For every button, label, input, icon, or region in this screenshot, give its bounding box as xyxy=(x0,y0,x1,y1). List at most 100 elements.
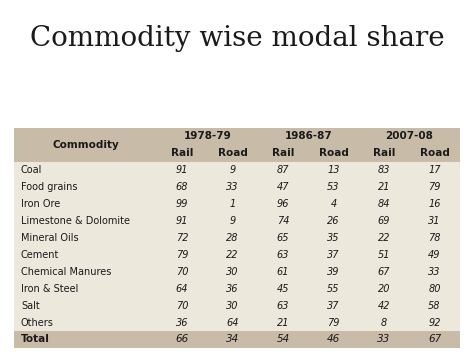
Text: Road: Road xyxy=(419,148,449,158)
Bar xyxy=(258,162,308,179)
Text: Chemical Manures: Chemical Manures xyxy=(21,267,111,277)
Text: 30: 30 xyxy=(226,267,239,277)
Bar xyxy=(207,212,258,229)
Bar xyxy=(207,331,258,348)
Text: 91: 91 xyxy=(176,165,188,175)
Text: Salt: Salt xyxy=(21,301,40,311)
Text: 99: 99 xyxy=(176,199,188,209)
Text: 13: 13 xyxy=(327,165,340,175)
Bar xyxy=(359,246,409,263)
Bar xyxy=(157,314,207,331)
Text: 79: 79 xyxy=(428,182,441,192)
Text: 84: 84 xyxy=(378,199,390,209)
Text: 42: 42 xyxy=(378,301,390,311)
Bar xyxy=(207,229,258,246)
Bar xyxy=(157,162,207,179)
Bar xyxy=(359,229,409,246)
Bar xyxy=(359,263,409,280)
Bar xyxy=(308,212,359,229)
Text: 61: 61 xyxy=(277,267,289,277)
Text: 49: 49 xyxy=(428,250,441,260)
Bar xyxy=(157,212,207,229)
Text: 74: 74 xyxy=(277,216,289,226)
Bar xyxy=(14,331,157,348)
Text: 26: 26 xyxy=(327,216,340,226)
Bar xyxy=(308,196,359,212)
Bar xyxy=(258,297,308,314)
Bar xyxy=(207,314,258,331)
Bar xyxy=(258,331,308,348)
Bar xyxy=(258,263,308,280)
Bar xyxy=(14,128,157,162)
Bar xyxy=(409,229,460,246)
Bar xyxy=(14,179,157,196)
Bar xyxy=(258,179,308,196)
Text: 66: 66 xyxy=(175,334,189,344)
Bar xyxy=(14,229,157,246)
Text: 1978-79: 1978-79 xyxy=(183,131,231,141)
Text: Rail: Rail xyxy=(373,148,395,158)
Text: 8: 8 xyxy=(381,317,387,328)
Text: Limestone & Dolomite: Limestone & Dolomite xyxy=(21,216,130,226)
Text: 67: 67 xyxy=(378,267,390,277)
Bar xyxy=(157,297,207,314)
Bar xyxy=(359,128,460,145)
Text: 37: 37 xyxy=(327,250,340,260)
Bar xyxy=(207,145,258,162)
Bar xyxy=(14,314,157,331)
Text: 79: 79 xyxy=(327,317,340,328)
Bar xyxy=(308,314,359,331)
Bar xyxy=(409,212,460,229)
Text: 37: 37 xyxy=(327,301,340,311)
Text: 9: 9 xyxy=(229,216,236,226)
Bar xyxy=(409,331,460,348)
Text: 55: 55 xyxy=(327,284,340,294)
Text: 30: 30 xyxy=(226,301,239,311)
Text: 34: 34 xyxy=(226,334,239,344)
Bar xyxy=(14,246,157,263)
Bar xyxy=(14,212,157,229)
Bar xyxy=(308,263,359,280)
Bar xyxy=(14,263,157,280)
Text: 9: 9 xyxy=(229,165,236,175)
Text: 67: 67 xyxy=(428,334,441,344)
Text: 83: 83 xyxy=(378,165,390,175)
Bar xyxy=(359,331,409,348)
Text: 28: 28 xyxy=(226,233,239,243)
Bar xyxy=(409,179,460,196)
Bar xyxy=(157,331,207,348)
Text: Road: Road xyxy=(218,148,247,158)
Text: Road: Road xyxy=(319,148,348,158)
Bar xyxy=(409,263,460,280)
Text: 16: 16 xyxy=(428,199,441,209)
Text: Coal: Coal xyxy=(21,165,42,175)
Bar xyxy=(409,162,460,179)
Bar xyxy=(207,179,258,196)
Bar xyxy=(157,229,207,246)
Text: 4: 4 xyxy=(330,199,337,209)
Bar xyxy=(14,162,157,179)
Text: 20: 20 xyxy=(378,284,390,294)
Bar xyxy=(308,162,359,179)
Text: 39: 39 xyxy=(327,267,340,277)
Text: 33: 33 xyxy=(226,182,239,192)
Text: 21: 21 xyxy=(378,182,390,192)
Text: 70: 70 xyxy=(176,301,188,311)
Text: 35: 35 xyxy=(327,233,340,243)
Text: 63: 63 xyxy=(277,301,289,311)
Bar xyxy=(157,263,207,280)
Text: 17: 17 xyxy=(428,165,441,175)
Text: 68: 68 xyxy=(176,182,188,192)
Bar xyxy=(258,212,308,229)
Text: 58: 58 xyxy=(428,301,441,311)
Text: 79: 79 xyxy=(176,250,188,260)
Bar xyxy=(258,229,308,246)
Bar xyxy=(409,145,460,162)
Bar xyxy=(359,145,409,162)
Text: 22: 22 xyxy=(226,250,239,260)
Text: 2007-08: 2007-08 xyxy=(385,131,433,141)
Text: 63: 63 xyxy=(277,250,289,260)
Text: Others: Others xyxy=(21,317,54,328)
Text: 36: 36 xyxy=(226,284,239,294)
Bar xyxy=(258,246,308,263)
